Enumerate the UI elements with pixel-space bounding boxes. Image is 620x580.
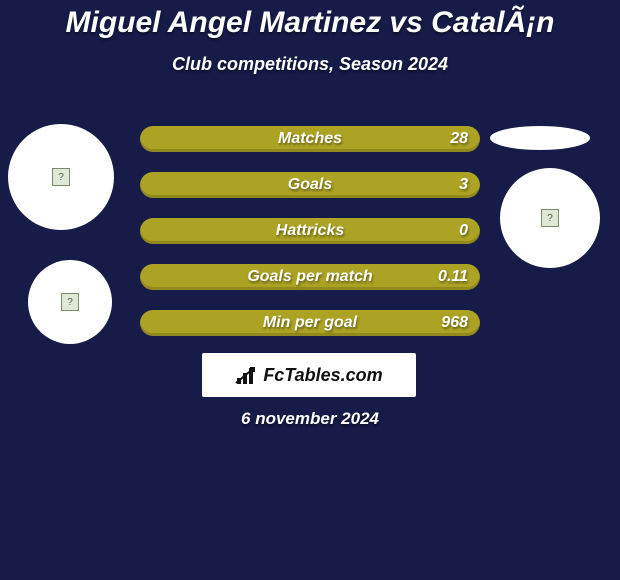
page-title: Miguel Angel Martinez vs CatalÃ¡n bbox=[0, 0, 620, 40]
stat-bar: Hattricks 0 bbox=[140, 218, 480, 244]
stat-bar-label: Goals bbox=[288, 176, 332, 194]
decorative-ellipse-right bbox=[490, 126, 590, 150]
stat-bar-label: Hattricks bbox=[276, 222, 344, 240]
player-photo-left-1: ? bbox=[8, 124, 114, 230]
stat-bar: Goals 3 bbox=[140, 172, 480, 198]
stat-bar: Matches 28 bbox=[140, 126, 480, 152]
player-photo-right-1: ? bbox=[500, 168, 600, 268]
player-photo-left-2: ? bbox=[28, 260, 112, 344]
stat-bar: Min per goal 968 bbox=[140, 310, 480, 336]
brand-badge: FcTables.com bbox=[202, 353, 416, 397]
stat-bar-value: 3 bbox=[459, 176, 468, 194]
broken-image-icon: ? bbox=[52, 168, 70, 186]
stat-bars: Matches 28 Goals 3 Hattricks 0 Goals per match… bbox=[140, 126, 480, 356]
stat-bar-label: Matches bbox=[278, 130, 342, 148]
fctables-logo-icon bbox=[235, 366, 259, 384]
stat-bar: Goals per match 0.11 bbox=[140, 264, 480, 290]
stat-bar-value: 28 bbox=[450, 130, 468, 148]
stat-bar-value: 0 bbox=[459, 222, 468, 240]
stat-bar-label: Goals per match bbox=[247, 268, 372, 286]
broken-image-icon: ? bbox=[61, 293, 79, 311]
date-label: 6 november 2024 bbox=[0, 409, 620, 429]
stat-bar-value: 968 bbox=[441, 314, 468, 332]
brand-text: FcTables.com bbox=[263, 365, 382, 386]
page-subtitle: Club competitions, Season 2024 bbox=[0, 54, 620, 75]
stat-bar-label: Min per goal bbox=[263, 314, 357, 332]
stat-bar-value: 0.11 bbox=[438, 268, 468, 286]
broken-image-icon: ? bbox=[541, 209, 559, 227]
